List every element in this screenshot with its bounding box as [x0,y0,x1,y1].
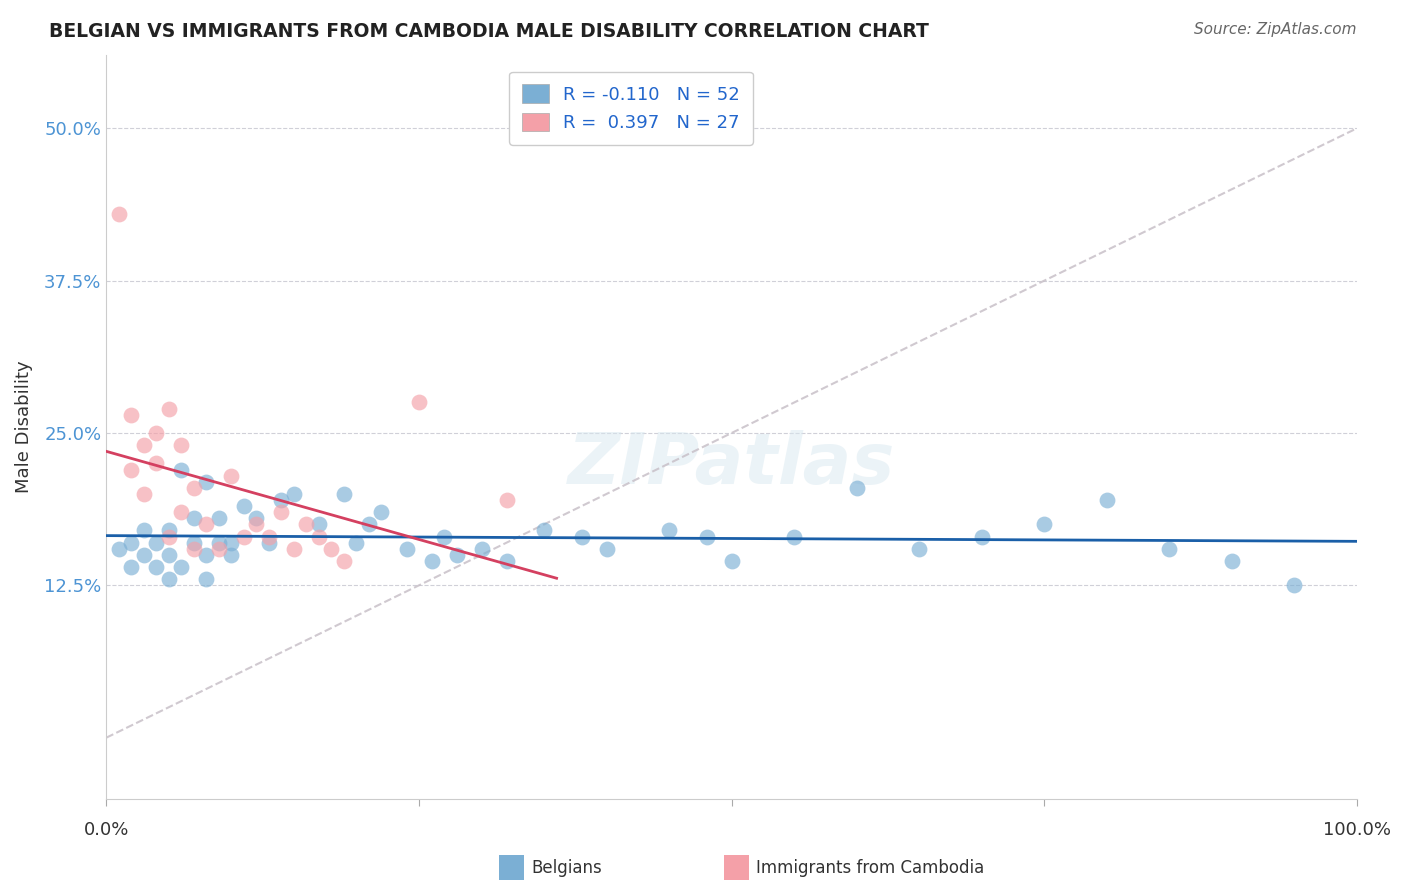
Point [720,554,742,568]
Point [270,493,292,508]
Point [221,468,243,483]
Point [571,530,593,544]
Point [208,535,231,549]
Point [395,541,418,556]
Point [783,530,806,544]
Point [470,541,492,556]
Point [157,530,180,544]
Point [221,535,243,549]
Point [132,548,155,562]
Point [208,511,231,525]
Text: 100.0%: 100.0% [1323,821,1391,838]
Point [908,541,931,556]
Point [145,560,167,574]
Point [970,530,993,544]
Point [145,535,167,549]
Point [232,530,254,544]
Text: Belgians: Belgians [531,859,602,877]
Point [195,572,218,586]
Point [595,541,617,556]
Point [495,493,517,508]
Text: BELGIAN VS IMMIGRANTS FROM CAMBODIA MALE DISABILITY CORRELATION CHART: BELGIAN VS IMMIGRANTS FROM CAMBODIA MALE… [49,22,929,41]
Point [270,505,292,519]
Point [1220,554,1243,568]
Point [157,524,180,538]
Point [145,457,167,471]
Text: Immigrants from Cambodia: Immigrants from Cambodia [756,859,984,877]
Point [108,541,131,556]
Point [170,438,193,452]
Point [1095,493,1118,508]
Point [257,535,280,549]
Point [1159,541,1181,556]
Point [170,505,193,519]
Point [308,517,330,532]
Point [283,541,305,556]
Point [120,560,142,574]
Point [283,487,305,501]
Point [145,425,167,440]
Point [333,487,356,501]
Point [183,511,205,525]
Point [120,462,142,476]
Point [132,524,155,538]
Point [132,438,155,452]
Point [308,530,330,544]
Point [245,517,267,532]
Point [195,475,218,489]
Point [245,511,267,525]
Point [170,560,193,574]
Point [195,548,218,562]
Point [295,517,318,532]
Text: Source: ZipAtlas.com: Source: ZipAtlas.com [1194,22,1357,37]
Point [845,481,868,495]
Point [157,401,180,416]
Point [120,535,142,549]
Point [408,395,430,409]
Point [346,535,368,549]
Point [696,530,718,544]
Point [170,462,193,476]
Point [157,548,180,562]
Point [370,505,392,519]
Point [183,541,205,556]
Point [357,517,380,532]
Point [1033,517,1056,532]
Point [433,530,456,544]
Point [1284,578,1306,592]
Point [221,548,243,562]
Point [108,206,131,220]
Legend: R = -0.110   N = 52, R =  0.397   N = 27: R = -0.110 N = 52, R = 0.397 N = 27 [509,71,752,145]
Point [446,548,468,562]
Point [132,487,155,501]
Point [208,541,231,556]
Point [183,535,205,549]
Point [495,554,517,568]
Point [120,408,142,422]
Point [157,572,180,586]
Point [232,499,254,513]
Point [257,530,280,544]
Text: ZIPatlas: ZIPatlas [568,430,896,499]
Point [533,524,555,538]
Y-axis label: Male Disability: Male Disability [15,360,32,493]
Point [195,517,218,532]
Point [183,481,205,495]
Point [420,554,443,568]
Text: 0.0%: 0.0% [84,821,129,838]
Point [333,554,356,568]
Point [658,524,681,538]
Point [321,541,343,556]
